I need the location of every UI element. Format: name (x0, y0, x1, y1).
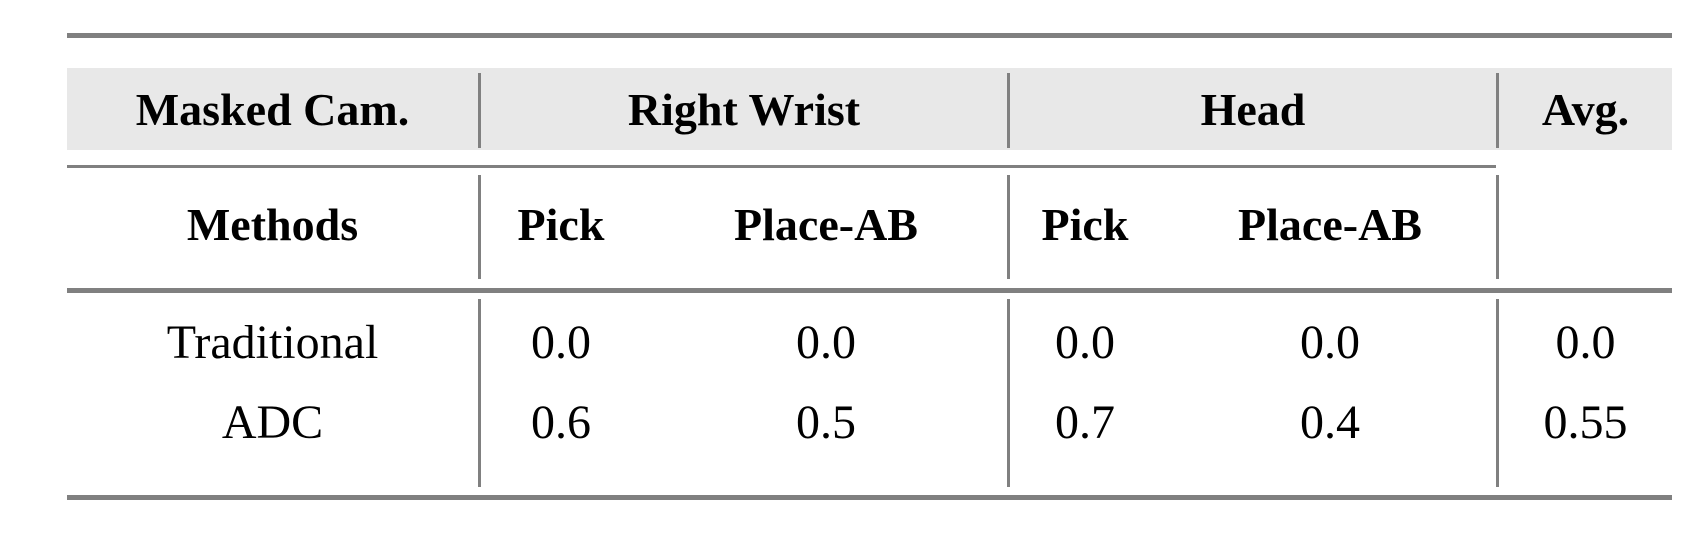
header-group-right-wrist: Right Wrist (627, 84, 861, 135)
header-body-rule (67, 288, 1672, 293)
header-methods: Methods (186, 199, 359, 250)
row-method-name: ADC (221, 396, 324, 449)
column-separator-1-header2 (478, 175, 481, 279)
cell-head-place-ab: 0.0 (1300, 316, 1360, 369)
column-separator-1-header1 (478, 73, 481, 148)
cell-wrist-place-ab: 0.5 (796, 396, 856, 449)
header-head-pick: Pick (1041, 199, 1129, 250)
header-wrist-place-ab: Place-AB (734, 199, 918, 250)
column-separator-2-body (1007, 299, 1010, 487)
table-top-rule (67, 33, 1672, 38)
column-separator-3-header2 (1496, 175, 1499, 279)
header-head-place-ab: Place-AB (1238, 199, 1422, 250)
header-group-head: Head (1200, 84, 1306, 135)
column-separator-3-body (1496, 299, 1499, 487)
header-group-rule (67, 165, 1496, 168)
column-separator-3-header1 (1496, 73, 1499, 148)
header-masked-cam: Masked Cam. (135, 84, 410, 135)
table-bottom-rule (67, 495, 1672, 500)
cell-head-pick: 0.7 (1055, 396, 1115, 449)
cell-head-pick: 0.0 (1055, 316, 1115, 369)
column-separator-2-header2 (1007, 175, 1010, 279)
cell-avg: 0.55 (1543, 396, 1628, 449)
row-method-name: Traditional (166, 316, 379, 369)
cell-wrist-pick: 0.0 (531, 316, 591, 369)
cell-wrist-place-ab: 0.0 (796, 316, 856, 369)
header-band (67, 68, 1672, 150)
column-separator-1-body (478, 299, 481, 487)
cell-wrist-pick: 0.6 (531, 396, 591, 449)
cell-head-place-ab: 0.4 (1300, 396, 1360, 449)
column-separator-2-header1 (1007, 73, 1010, 148)
header-wrist-pick: Pick (517, 199, 605, 250)
header-avg: Avg. (1541, 84, 1630, 135)
cell-avg: 0.0 (1555, 316, 1616, 369)
